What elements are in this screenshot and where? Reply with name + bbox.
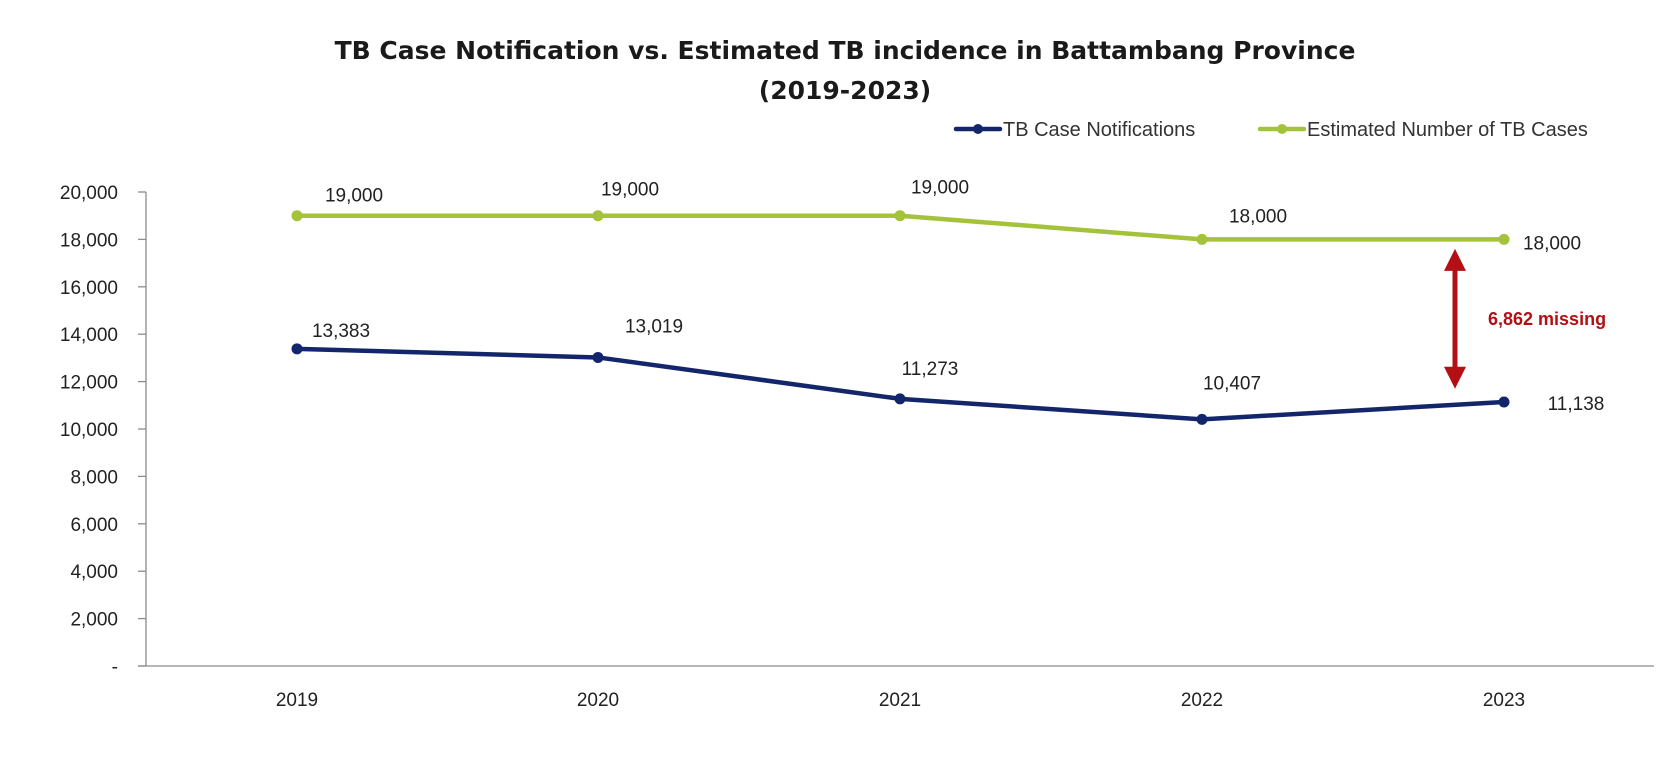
gap-annotation: 6,862 missing (1444, 248, 1606, 389)
y-tick-label: 10,000 (60, 420, 118, 441)
data-label: 13,019 (625, 316, 683, 337)
y-tick-label: 14,000 (60, 325, 118, 346)
data-point (894, 210, 906, 222)
data-point (291, 210, 303, 222)
legend: TB Case Notifications Estimated Number of… (953, 119, 1588, 141)
data-point (1498, 233, 1510, 245)
x-tick-label: 2019 (276, 690, 318, 711)
chart-title-line2: (2019-2023) (759, 76, 931, 105)
chart-title-line1: TB Case Notification vs. Estimated TB in… (335, 36, 1356, 65)
legend-label: Estimated Number of TB Cases (1307, 119, 1588, 141)
data-point (592, 210, 604, 222)
x-tick-label: 2023 (1483, 690, 1525, 711)
y-tick-label: 18,000 (60, 230, 118, 251)
legend-swatch-marker (1277, 124, 1287, 134)
x-tick-label: 2021 (879, 690, 921, 711)
y-tick-label: 4,000 (70, 562, 118, 583)
axes: - 2,000 4,000 6,000 8,000 10,000 12,000 14,000 1… (60, 183, 1654, 711)
x-tick-label: 2020 (577, 690, 619, 711)
series-line-1 (294, 346, 1507, 422)
annotation-arrow-head-down (1444, 366, 1466, 389)
data-label: 18,000 (1523, 233, 1581, 254)
data-label: 13,383 (312, 321, 370, 342)
x-tick-label: 2022 (1181, 690, 1223, 711)
data-point (1498, 396, 1510, 408)
y-tick-label: 16,000 (60, 278, 118, 299)
data-label: 11,273 (902, 359, 959, 380)
series-lines (291, 210, 1510, 425)
y-tick-label: 8,000 (70, 467, 118, 488)
legend-swatch-marker (973, 124, 983, 134)
y-tick-label: - (112, 657, 118, 678)
y-tick-label: 20,000 (60, 183, 118, 204)
annotation-label: 6,862 missing (1488, 309, 1606, 329)
y-tick-label: 6,000 (70, 515, 118, 536)
data-point (1196, 233, 1208, 245)
legend-label: TB Case Notifications (1003, 119, 1195, 141)
data-label: 19,000 (601, 180, 659, 201)
data-label: 19,000 (325, 186, 383, 207)
data-point (894, 393, 906, 405)
y-tick-label: 12,000 (60, 373, 118, 394)
data-labels: 13,383 13,019 11,273 10,407 11,138 19,000 19,0… (312, 178, 1604, 415)
data-label: 11,138 (1548, 394, 1605, 415)
annotation-arrow-head-up (1444, 248, 1466, 271)
data-label: 18,000 (1229, 206, 1287, 227)
data-label: 19,000 (911, 178, 969, 199)
data-label: 10,407 (1203, 373, 1261, 394)
y-tick-label: 2,000 (70, 610, 118, 631)
data-point (291, 343, 303, 355)
data-point (1196, 413, 1208, 425)
data-point (592, 351, 604, 363)
